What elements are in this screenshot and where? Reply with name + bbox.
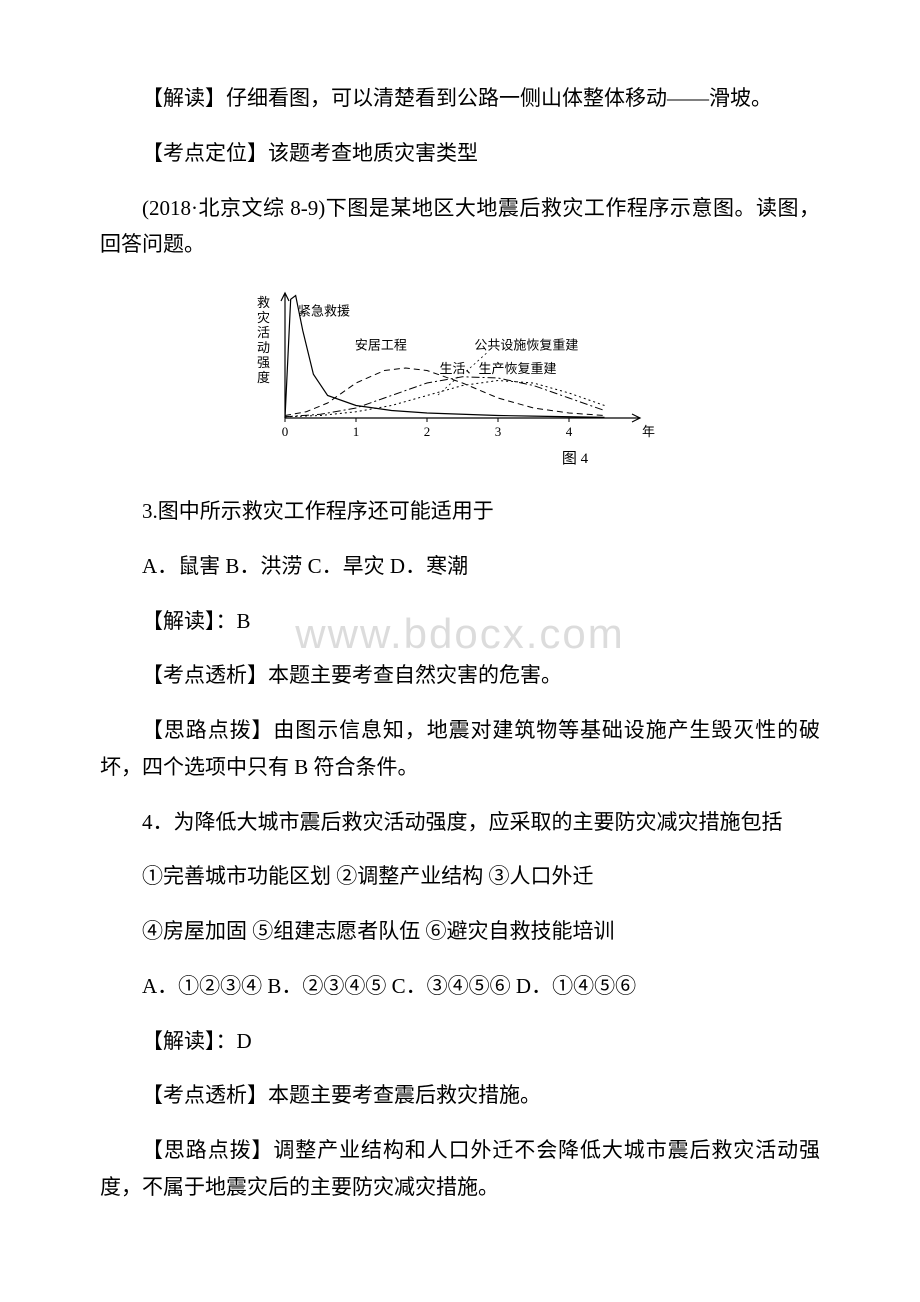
svg-text:紧急救援: 紧急救援 xyxy=(298,304,350,319)
q3-answer: 【解读】：B xyxy=(100,603,820,640)
q4-answer: 【解读】：D xyxy=(100,1023,820,1060)
svg-text:年: 年 xyxy=(642,424,655,439)
q3-stem: 3.图中所示救灾工作程序还可能适用于 xyxy=(100,493,820,530)
question-intro: (2018·北京文综 8-9)下图是某地区大地震后救灾工作程序示意图。读图，回答… xyxy=(100,190,820,264)
q4-keypoint: 【考点透析】本题主要考查震后救灾措施。 xyxy=(100,1077,820,1114)
svg-text:活: 活 xyxy=(257,325,270,340)
disaster-relief-chart: 0 1 2 3 4 年 救灾活动强度 紧急救援安居工程 公共设施恢复重建生活、生产恢复重建 图 … xyxy=(240,283,820,468)
q4-stem: 4．为降低大城市震后救灾活动强度，应采取的主要防灾减灾措施包括 xyxy=(100,804,820,841)
svg-text:0: 0 xyxy=(282,424,289,439)
chart-caption: 图 4 xyxy=(330,447,820,468)
svg-text:动: 动 xyxy=(257,340,270,355)
svg-text:1: 1 xyxy=(353,424,360,439)
q3-keypoint: 【考点透析】本题主要考查自然灾害的危害。 xyxy=(100,657,820,694)
svg-text:灾: 灾 xyxy=(257,310,270,325)
q3-options: A．鼠害 B．洪涝 C．旱灾 D．寒潮 xyxy=(100,548,820,585)
svg-text:4: 4 xyxy=(566,424,573,439)
chart-svg: 0 1 2 3 4 年 救灾活动强度 紧急救援安居工程 公共设施恢复重建生活、生产恢复重建 xyxy=(240,283,660,443)
svg-text:3: 3 xyxy=(495,424,502,439)
q3-analysis: 【思路点拨】由图示信息知，地震对建筑物等基础设施产生毁灭性的破坏，四个选项中只有… xyxy=(100,712,820,786)
explanation-1: 【解读】仔细看图，可以清楚看到公路一侧山体整体移动——滑坡。 xyxy=(100,80,820,117)
svg-text:救: 救 xyxy=(257,295,270,310)
keypoint-1: 【考点定位】该题考查地质灾害类型 xyxy=(100,135,820,172)
q4-row1: ①完善城市功能区划 ②调整产业结构 ③人口外迁 xyxy=(100,858,820,895)
svg-text:度: 度 xyxy=(257,370,270,385)
q4-analysis: 【思路点拨】调整产业结构和人口外迁不会降低大城市震后救灾活动强度，不属于地震灾后… xyxy=(100,1132,820,1206)
svg-text:2: 2 xyxy=(424,424,431,439)
document-content: 【解读】仔细看图，可以清楚看到公路一侧山体整体移动——滑坡。 【考点定位】该题考… xyxy=(100,80,820,1206)
q4-row2: ④房屋加固 ⑤组建志愿者队伍 ⑥避灾自救技能培训 xyxy=(100,913,820,950)
svg-text:强: 强 xyxy=(257,355,270,370)
svg-text:公共设施恢复重建: 公共设施恢复重建 xyxy=(474,337,578,352)
svg-text:生活、生产恢复重建: 生活、生产恢复重建 xyxy=(439,361,556,376)
svg-text:安居工程: 安居工程 xyxy=(355,337,407,352)
q4-options: A．①②③④ B．②③④⑤ C．③④⑤⑥ D．①④⑤⑥ xyxy=(100,968,820,1005)
